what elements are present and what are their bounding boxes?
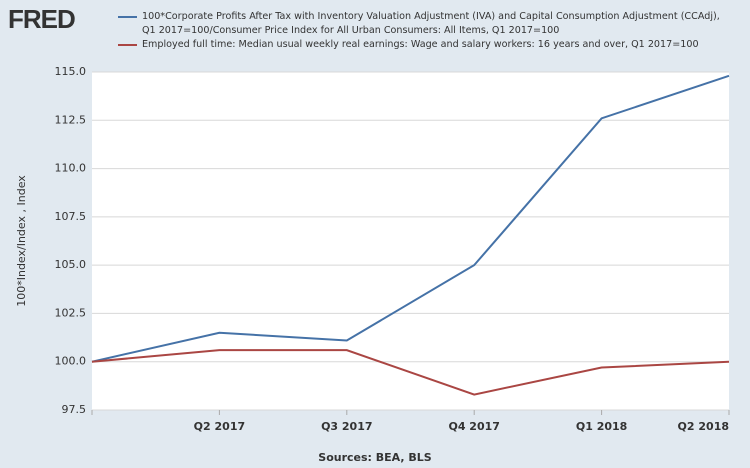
legend-swatch (118, 44, 137, 46)
y-tick-label: 115.0 (55, 65, 87, 78)
x-tick-label: Q3 2017 (321, 420, 372, 433)
y-tick-label: 105.0 (55, 258, 87, 271)
x-tick-label: Q2 2018 (678, 420, 729, 433)
y-tick-label: 107.5 (55, 210, 87, 223)
legend-swatch (118, 16, 137, 18)
legend-label: Employed full time: Median usual weekly … (142, 39, 699, 50)
source: Sources: BEA, BLS (318, 451, 432, 464)
y-axis-label: 100*Index/Index , Index (15, 175, 28, 307)
x-tick-label: Q4 2017 (448, 420, 499, 433)
legend-item: Employed full time: Median usual weekly … (118, 38, 733, 52)
y-tick-label: 97.5 (62, 403, 87, 416)
x-tick-label: Q1 2018 (576, 420, 627, 433)
y-tick-label: 110.0 (55, 162, 87, 175)
logo: FRED (8, 4, 76, 34)
y-tick-label: 112.5 (55, 113, 87, 126)
legend: 100*Corporate Profits After Tax with Inv… (118, 10, 733, 53)
x-tick-label: Q2 2017 (194, 420, 245, 433)
y-tick-label: 100.0 (55, 355, 87, 368)
legend-label: 100*Corporate Profits After Tax with Inv… (142, 11, 720, 36)
series-line (91, 349, 730, 396)
series-line (91, 74, 730, 363)
plot-area (92, 72, 729, 410)
legend-item: 100*Corporate Profits After Tax with Inv… (118, 10, 733, 37)
y-tick-label: 102.5 (55, 306, 87, 319)
